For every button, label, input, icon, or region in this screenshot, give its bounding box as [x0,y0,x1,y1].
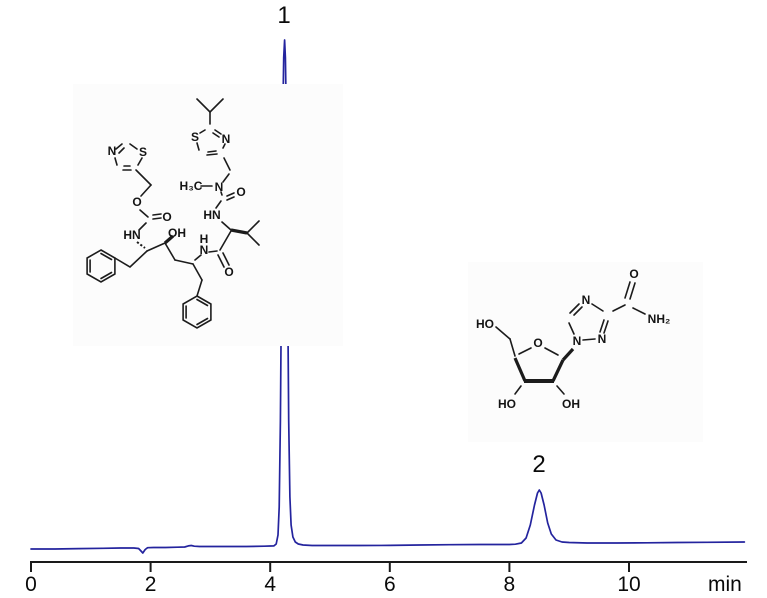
svg-text:N: N [222,132,231,146]
svg-text:O: O [132,195,141,209]
svg-text:OH: OH [562,397,580,411]
x-tick-label: 10 [617,573,640,596]
peak-label-1: 1 [277,2,291,29]
svg-text:HO: HO [498,397,516,411]
svg-text:NH₂: NH₂ [648,312,671,326]
svg-text:N: N [200,243,209,257]
x-tick-label: 2 [145,573,157,596]
peak-label-2: 2 [532,451,546,478]
svg-text:O: O [629,267,638,281]
svg-text:O: O [224,265,233,279]
ritonavir-atom-labels: N S S N H₃C N O HN O O HN OH H N O [108,130,246,279]
svg-text:HO: HO [476,317,494,331]
inset-background [468,262,703,442]
ritonavir-structure: N S S N H₃C N O HN O O HN OH H N O [73,84,343,346]
x-axis-unit-label: min [708,573,742,596]
svg-text:N: N [573,334,582,348]
svg-text:N: N [108,144,117,158]
x-tick-label: 0 [25,573,37,596]
ritonavir-bonds [86,98,260,329]
svg-text:N: N [215,180,224,194]
svg-text:S: S [139,145,147,159]
svg-text:HN: HN [123,228,140,242]
svg-text:N: N [582,293,591,307]
svg-text:O: O [236,185,245,199]
svg-text:H₃C: H₃C [180,179,203,193]
svg-text:S: S [191,130,199,144]
svg-text:O: O [162,210,171,224]
ribavirin-atom-labels: HO O HO OH N N N O NH₂ [476,267,670,411]
ribavirin-structure: HO O HO OH N N N O NH₂ [468,262,703,442]
ribavirin-bonds [495,281,646,395]
svg-text:H: H [200,232,209,246]
x-tick-label: 8 [504,573,516,596]
svg-text:O: O [533,336,542,350]
svg-text:HN: HN [203,208,220,222]
svg-text:OH: OH [168,226,186,240]
x-tick-label: 4 [264,573,276,596]
x-tick-label: 6 [384,573,396,596]
svg-text:N: N [598,332,607,346]
